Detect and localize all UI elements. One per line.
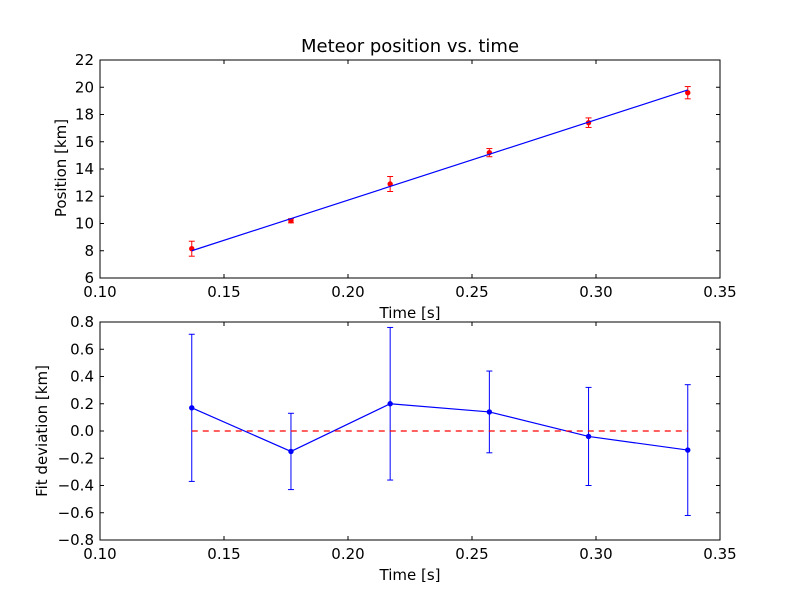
position-x-tick-label: 0.30 [579, 283, 612, 301]
position-y-tick-label: 12 [75, 187, 94, 205]
position-y-tick-label: 18 [75, 106, 94, 124]
deviation-y-tick-label: 0.0 [70, 422, 94, 440]
deviation-x-tick-label: 0.35 [703, 545, 736, 563]
deviation-x-axis-label: Time [s] [379, 566, 441, 584]
position-plot: 0.10 0.15 0.20 0.25 0.30 0.35 6 8 10 12 14 16 18 20 22 [75, 51, 737, 301]
deviation-y-tick-label: 0.6 [70, 340, 94, 358]
position-y-tick-label: 16 [75, 133, 94, 151]
deviation-y-tick-label: 0.4 [70, 368, 94, 386]
deviation-plot: 0.10 0.15 0.20 0.25 0.30 0.35 −0.8 −0.6 −0.4 −0.2… [58, 313, 737, 563]
deviation-y-tick-label: −0.2 [58, 449, 94, 467]
chart-title: Meteor position vs. time [301, 36, 519, 57]
deviation-y-tick-label: −0.4 [58, 477, 94, 495]
position-y-tick-label: 20 [75, 78, 94, 96]
deviation-x-tick-label: 0.20 [331, 545, 364, 563]
position-y-tick-label: 22 [75, 51, 94, 69]
position-x-tick-label: 0.15 [207, 283, 240, 301]
position-y-tick-label: 10 [75, 215, 94, 233]
fit-line [191, 89, 688, 252]
position-y-axis-label: Position [km] [52, 119, 70, 217]
data-point [585, 433, 592, 440]
deviation-x-tick-label: 0.30 [579, 545, 612, 563]
deviation-x-tick-label: 0.10 [83, 545, 116, 563]
data-point [288, 448, 294, 455]
deviation-x-tick-label: 0.25 [455, 545, 488, 563]
data-point [387, 401, 393, 407]
data-point [685, 447, 691, 453]
position-y-tick-label: 14 [75, 160, 94, 178]
data-point [486, 409, 493, 415]
position-x-tick-label: 0.20 [331, 283, 364, 301]
position-x-tick-label: 0.10 [83, 283, 116, 301]
deviation-y-tick-label: −0.6 [58, 504, 94, 522]
deviation-y-tick-label: 0.2 [70, 395, 94, 413]
data-point [685, 90, 691, 96]
position-y-tick-label: 6 [84, 269, 94, 287]
deviation-y-tick-label: 0.8 [70, 313, 94, 331]
deviation-y-tick-label: −0.8 [58, 531, 94, 549]
position-x-tick-label: 0.35 [703, 283, 736, 301]
deviation-line [191, 403, 688, 453]
data-point [189, 405, 195, 411]
position-y-tick-label: 8 [84, 242, 94, 260]
deviation-x-tick-label: 0.15 [207, 545, 240, 563]
position-axes-frame [99, 59, 721, 279]
position-x-tick-label: 0.25 [455, 283, 488, 301]
deviation-y-axis-label: Fit deviation [km] [33, 365, 51, 497]
position-x-axis-label: Time [s] [379, 304, 441, 322]
